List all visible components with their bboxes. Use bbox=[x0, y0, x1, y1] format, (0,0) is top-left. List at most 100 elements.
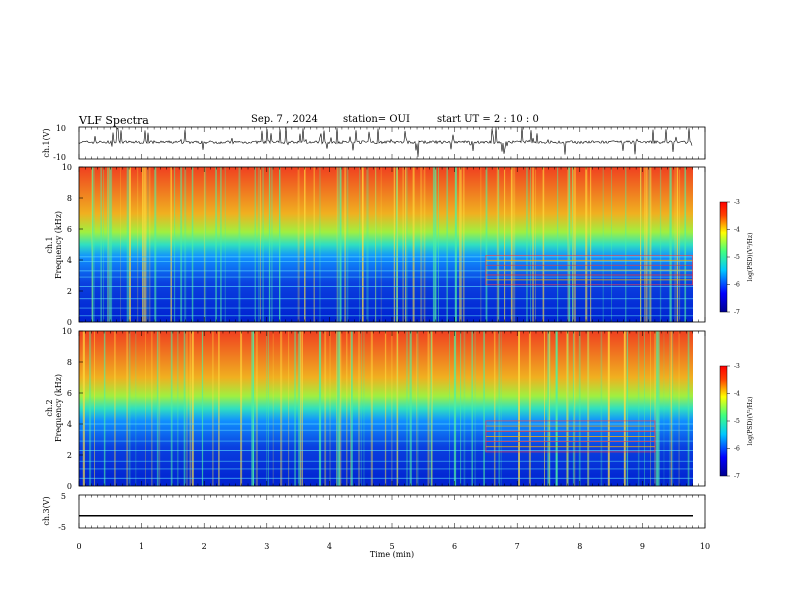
sferic-streak bbox=[252, 331, 254, 486]
freq-tick-label: 4 bbox=[67, 420, 72, 429]
sferic-streak bbox=[412, 167, 415, 322]
sferic-streak bbox=[640, 167, 642, 322]
sferic-streak bbox=[324, 331, 327, 486]
ch1-spec-ylabel-freq: Frequency (kHz) bbox=[54, 211, 63, 279]
sferic-streak bbox=[528, 331, 531, 486]
sferic-streak bbox=[396, 167, 398, 322]
sferic-streak bbox=[405, 167, 407, 322]
ch2-spec-ylabel-channel: ch.2 bbox=[45, 399, 54, 416]
sferic-streak bbox=[215, 167, 217, 322]
sferic-streak bbox=[573, 167, 576, 322]
time-tick-label: 6 bbox=[452, 542, 457, 551]
sferic-streak bbox=[648, 167, 651, 322]
sferic-streak bbox=[184, 167, 187, 322]
sferic-streak bbox=[339, 331, 342, 486]
sferic-streak bbox=[297, 167, 300, 322]
sferic-streak bbox=[417, 331, 419, 486]
sferic-streak bbox=[346, 331, 348, 486]
colorbar-ch2: -3 -4 -5 -6 -7 log(PSD)(V²/Hz) bbox=[719, 363, 754, 480]
ch1-ytick-bottom: -10 bbox=[53, 153, 66, 162]
colorbar-ch1-label: log(PSD)(V²/Hz) bbox=[747, 233, 754, 282]
sferic-streak bbox=[471, 331, 473, 486]
sferic-streak bbox=[510, 167, 513, 322]
sferic-streak bbox=[280, 331, 283, 486]
panel-ch2-spectrogram: 0 2 4 6 8 10 ch.2 Frequency (kHz) bbox=[45, 327, 706, 491]
freq-tick-label: 6 bbox=[67, 225, 72, 234]
sferic-streak bbox=[574, 167, 576, 322]
sferic-streak bbox=[189, 331, 192, 486]
sferic-streak bbox=[459, 167, 461, 322]
sferic-streak bbox=[669, 331, 671, 486]
sferic-streak bbox=[336, 167, 338, 322]
sferic-streak bbox=[107, 167, 110, 322]
time-tick-label: 3 bbox=[264, 542, 269, 551]
sferic-streak bbox=[351, 331, 353, 486]
sferic-streak bbox=[423, 167, 426, 322]
sferic-streak bbox=[430, 331, 432, 486]
freq-tick-label: 0 bbox=[67, 482, 72, 491]
time-tick-label: 5 bbox=[389, 542, 394, 551]
sferic-streak bbox=[625, 167, 627, 322]
sferic-streak bbox=[650, 331, 651, 486]
sferic-streak bbox=[126, 331, 128, 486]
freq-tick-label: 0 bbox=[67, 318, 72, 327]
sferic-streak bbox=[460, 331, 462, 486]
sferic-streak bbox=[572, 331, 575, 486]
sferic-streak bbox=[663, 331, 665, 486]
sferic-streak bbox=[344, 167, 346, 322]
sferic-streak bbox=[149, 167, 151, 322]
sferic-streak bbox=[607, 331, 610, 486]
sferic-streak bbox=[393, 167, 395, 322]
sferic-streak bbox=[420, 167, 423, 322]
colorbar-ch2-label: log(PSD)(V²/Hz) bbox=[747, 397, 754, 446]
sferic-streak bbox=[183, 331, 186, 486]
sferic-streak bbox=[251, 331, 253, 486]
panel-ch1-spectrogram: 0 2 4 6 8 10 ch.1 Frequency (kHz) bbox=[45, 163, 706, 327]
sferic-streak bbox=[434, 167, 437, 322]
sferic-streak bbox=[485, 167, 488, 322]
sferic-streak bbox=[504, 167, 506, 322]
sferic-streak bbox=[201, 331, 204, 486]
sferic-streak bbox=[359, 167, 361, 322]
sferic-streak bbox=[513, 167, 516, 322]
sferic-streak bbox=[587, 331, 589, 486]
colorbar-tick-label: -3 bbox=[734, 363, 740, 370]
sferic-streak bbox=[498, 331, 500, 486]
sferic-streak bbox=[238, 167, 241, 322]
sferic-streak bbox=[432, 167, 434, 322]
sferic-streak bbox=[254, 167, 256, 322]
sferic-streak bbox=[218, 331, 220, 486]
sferic-streak bbox=[94, 331, 95, 486]
sferic-streak bbox=[678, 331, 680, 486]
sferic-streak bbox=[174, 167, 176, 322]
start-ut-label: start UT = 2 : 10 : 0 bbox=[437, 114, 539, 125]
sferic-streak bbox=[644, 167, 646, 322]
sferic-streak bbox=[463, 331, 466, 486]
sferic-streak bbox=[676, 167, 678, 322]
colorbar-tick-label: -6 bbox=[734, 282, 740, 289]
sferic-streak bbox=[500, 331, 502, 486]
time-tick-label: 0 bbox=[76, 542, 81, 551]
sferic-streak bbox=[262, 167, 264, 322]
sferic-streak bbox=[347, 167, 349, 322]
sferic-streak bbox=[120, 167, 121, 322]
sferic-streak bbox=[572, 167, 573, 322]
sferic-streak bbox=[272, 331, 274, 486]
sferic-streak bbox=[557, 167, 559, 322]
sferic-streak bbox=[92, 167, 95, 322]
sferic-streak bbox=[530, 167, 531, 322]
sferic-streak bbox=[624, 331, 626, 486]
sferic-streak bbox=[427, 331, 430, 486]
sferic-streak bbox=[361, 331, 362, 486]
sferic-streak bbox=[644, 331, 645, 486]
sferic-streak bbox=[542, 167, 545, 322]
chart-title: VLF Spectra bbox=[79, 114, 149, 127]
time-tick-label: 10 bbox=[700, 542, 710, 551]
sferic-streak bbox=[375, 167, 376, 322]
sferic-streak bbox=[585, 167, 588, 322]
freq-tick-label: 2 bbox=[67, 287, 72, 296]
sferic-streak bbox=[128, 331, 131, 486]
sferic-streak bbox=[336, 331, 337, 486]
time-axis-labels: 0 1 2 3 4 5 6 7 8 9 10 bbox=[76, 542, 710, 551]
panel-ch1-waveform: 10 -10 ch.1(V) bbox=[42, 124, 706, 162]
